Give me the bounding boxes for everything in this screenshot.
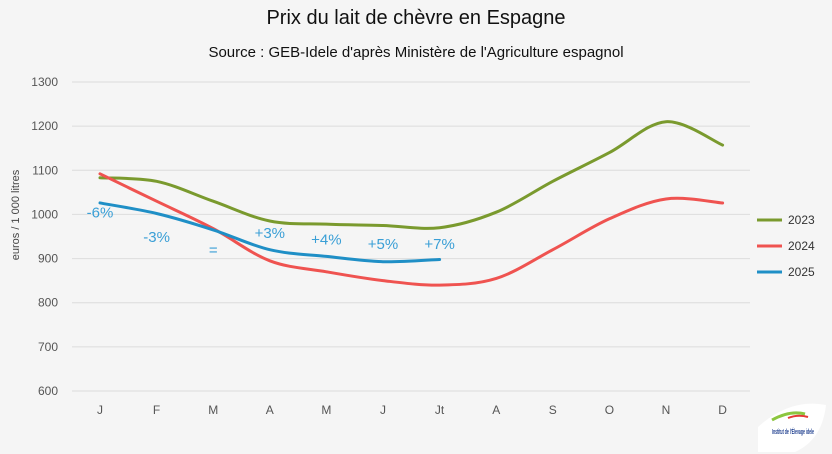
annotation-label: -3% [143, 229, 170, 246]
x-tick-label: S [549, 403, 557, 417]
series-lines [98, 120, 725, 287]
series-line-2025 [98, 201, 442, 264]
logo-shape [758, 403, 826, 452]
annotation-label: +4% [311, 231, 341, 248]
series-line-2023 [98, 120, 725, 230]
x-tick-label: A [266, 403, 274, 417]
x-tick-label: J [380, 403, 386, 417]
chart-subtitle: Source : GEB-Idele d'après Ministère de … [208, 44, 623, 61]
y-tick-label: 1100 [32, 163, 58, 177]
x-tick-label: J [97, 403, 103, 417]
y-tick-label: 1000 [31, 207, 58, 221]
y-axis-label: euros / 1 000 litres [10, 169, 22, 260]
x-tick-label: D [718, 403, 727, 417]
logo-swoosh-green [771, 411, 806, 422]
y-tick-label: 600 [38, 384, 58, 398]
x-tick-label: M [208, 403, 218, 417]
series-line-2024 [98, 172, 725, 287]
idele-logo: Institut de l'Élevage idele [758, 403, 826, 452]
legend-label-2024: 2024 [788, 239, 815, 253]
annotations: -6% -3% = +3% +4% +5% +7% [87, 205, 455, 260]
x-tick-label: A [492, 403, 500, 417]
logo-text: Institut de l'Élevage idele [772, 427, 814, 436]
annotation-label: +7% [424, 236, 454, 253]
annotation-label: +3% [255, 225, 285, 242]
annotation-label: -6% [87, 205, 114, 222]
x-tick-label: F [153, 403, 160, 417]
x-tick-label: N [662, 403, 671, 417]
x-tick-label: M [321, 403, 331, 417]
y-tick-label: 1300 [31, 75, 58, 89]
y-tick-label: 800 [38, 296, 58, 310]
x-tick-label: O [605, 403, 614, 417]
y-tick-label: 700 [38, 340, 58, 354]
chart-title: Prix du lait de chèvre en Espagne [266, 7, 565, 29]
legend: 2023 2024 2025 [757, 213, 815, 279]
x-tick-label: Jt [435, 403, 445, 417]
annotation-label: = [209, 242, 218, 259]
y-tick-label: 900 [38, 252, 58, 266]
logo-swoosh-red [787, 414, 809, 419]
y-tick-label: 1200 [31, 119, 58, 133]
legend-label-2025: 2025 [788, 265, 815, 279]
y-axis-ticks: 600 700 800 900 1000 1100 1200 1300 [31, 75, 58, 398]
annotation-label: +5% [368, 236, 398, 253]
legend-label-2023: 2023 [788, 213, 815, 227]
x-axis-ticks: J F M A M J Jt A S O N D [97, 403, 727, 417]
